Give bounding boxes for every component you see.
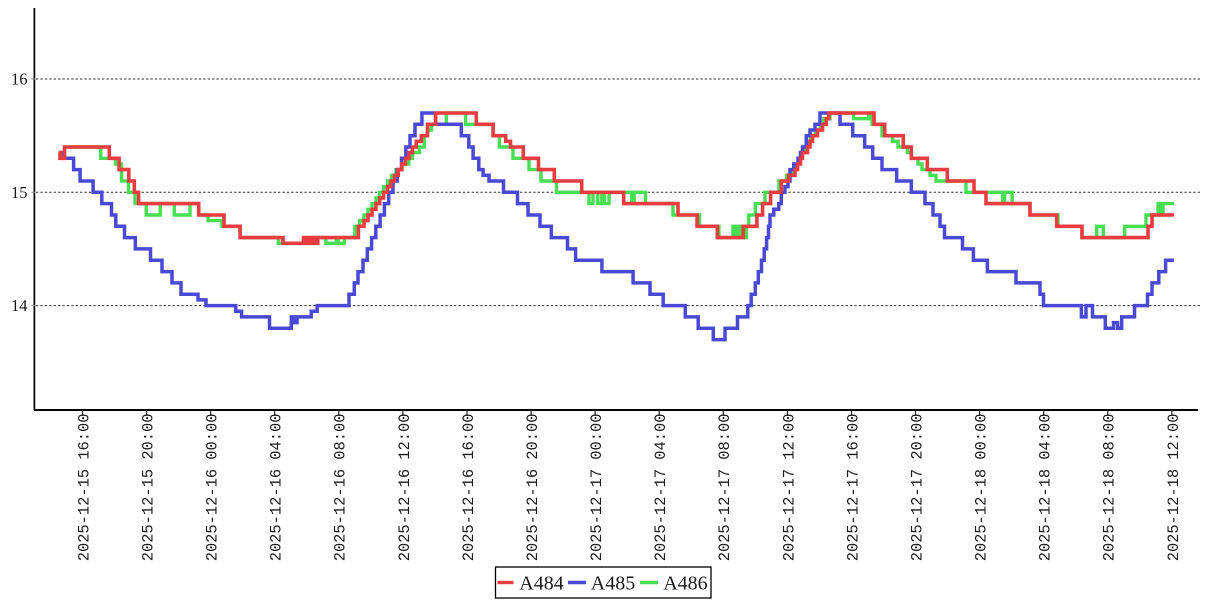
svg-text:2025-12-15 20:00: 2025-12-15 20:00 [140, 414, 158, 562]
svg-text:2025-12-16 00:00: 2025-12-16 00:00 [204, 414, 222, 562]
svg-text:16: 16 [11, 70, 28, 89]
svg-text:A484: A484 [519, 573, 563, 595]
svg-text:2025-12-17 08:00: 2025-12-17 08:00 [716, 414, 734, 562]
svg-text:2025-12-18 12:00: 2025-12-18 12:00 [1165, 414, 1183, 562]
svg-text:2025-12-18 04:00: 2025-12-18 04:00 [1037, 414, 1055, 562]
svg-text:2025-12-15 16:00: 2025-12-15 16:00 [75, 414, 93, 562]
svg-text:2025-12-17 16:00: 2025-12-17 16:00 [844, 414, 862, 562]
svg-text:15: 15 [11, 183, 28, 202]
svg-text:2025-12-16 20:00: 2025-12-16 20:00 [524, 414, 542, 562]
svg-text:2025-12-18 00:00: 2025-12-18 00:00 [973, 414, 991, 562]
svg-text:2025-12-18 08:00: 2025-12-18 08:00 [1101, 414, 1119, 562]
svg-text:2025-12-17 12:00: 2025-12-17 12:00 [780, 414, 798, 562]
svg-text:14: 14 [11, 296, 28, 315]
svg-text:A486: A486 [663, 573, 707, 595]
svg-text:2025-12-16 04:00: 2025-12-16 04:00 [268, 414, 286, 562]
svg-text:2025-12-17 00:00: 2025-12-17 00:00 [588, 414, 606, 562]
svg-text:2025-12-16 16:00: 2025-12-16 16:00 [460, 414, 478, 562]
svg-text:2025-12-16 12:00: 2025-12-16 12:00 [396, 414, 414, 562]
svg-text:2025-12-17 04:00: 2025-12-17 04:00 [652, 414, 670, 562]
svg-text:A485: A485 [591, 573, 635, 595]
svg-text:2025-12-17 20:00: 2025-12-17 20:00 [908, 414, 926, 562]
svg-text:2025-12-16 08:00: 2025-12-16 08:00 [332, 414, 350, 562]
